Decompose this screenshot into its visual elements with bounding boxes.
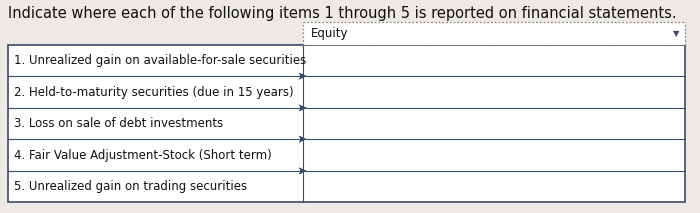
Text: Equity: Equity <box>311 27 349 40</box>
Text: 4. Fair Value Adjustment-Stock (Short term): 4. Fair Value Adjustment-Stock (Short te… <box>14 148 272 162</box>
Bar <box>302 22 685 45</box>
Text: ▼: ▼ <box>673 29 679 38</box>
Text: 1. Unrealized gain on available-for-sale securities: 1. Unrealized gain on available-for-sale… <box>14 54 307 67</box>
Text: 3. Loss on sale of debt investments: 3. Loss on sale of debt investments <box>14 117 223 130</box>
Text: Indicate where each of the following items 1 through 5 is reported on financial : Indicate where each of the following ite… <box>8 6 677 21</box>
Bar <box>8 45 685 202</box>
Text: 5. Unrealized gain on trading securities: 5. Unrealized gain on trading securities <box>14 180 247 193</box>
Text: 2. Held-to-maturity securities (due in 15 years): 2. Held-to-maturity securities (due in 1… <box>14 85 293 99</box>
